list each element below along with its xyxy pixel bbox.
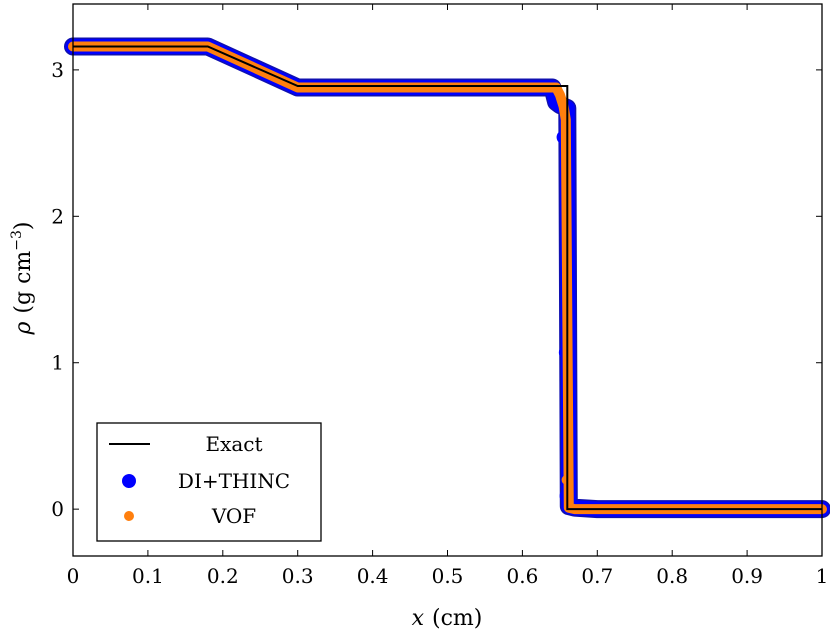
x-tick-label: 0.1 <box>132 564 164 588</box>
x-tick-label: 0.4 <box>357 564 389 588</box>
axes: 0 0.1 0.2 0.3 0.4 0.5 0.6 0.7 0.8 0.9 1 0 1 2 3 <box>51 3 829 588</box>
y-tick-label: 1 <box>51 351 64 375</box>
legend-swatch-di-thinc <box>122 474 136 488</box>
y-axis-unit-open: (g cm <box>11 251 36 314</box>
y-tick-label: 2 <box>51 204 64 228</box>
y-tick-label: 0 <box>51 497 64 521</box>
x-axis-label: x (cm) <box>412 606 483 631</box>
legend-label-di-thinc: DI+THINC <box>178 469 290 493</box>
x-axis-symbol: x <box>412 606 425 631</box>
x-tick-label: 0.7 <box>581 564 613 588</box>
legend-swatch-vof <box>124 511 134 521</box>
exact-solution-line <box>73 45 822 511</box>
y-axis-unit-exp: −3 <box>9 230 25 251</box>
y-axis-unit-close: ) <box>11 221 36 230</box>
x-tick-label: 0.5 <box>432 564 464 588</box>
x-tick-label: 0 <box>67 564 80 588</box>
x-tick-label: 0.2 <box>207 564 239 588</box>
legend-label-exact: Exact <box>205 432 262 456</box>
x-tick-label: 0.8 <box>656 564 688 588</box>
x-tick-label: 1 <box>816 564 829 588</box>
y-axis-label: ρ (g cm−3) <box>9 221 36 335</box>
x-tick-label: 0.9 <box>731 564 763 588</box>
x-tick-label: 0.6 <box>506 564 538 588</box>
plot-area <box>64 37 830 519</box>
y-tick-label: 3 <box>51 58 64 82</box>
x-tick-label: 0.3 <box>282 564 314 588</box>
x-axis-unit: (cm) <box>432 606 482 631</box>
legend: Exact DI+THINC VOF <box>96 422 322 542</box>
y-axis-symbol: ρ <box>11 322 36 336</box>
legend-label-vof: VOF <box>211 504 256 528</box>
